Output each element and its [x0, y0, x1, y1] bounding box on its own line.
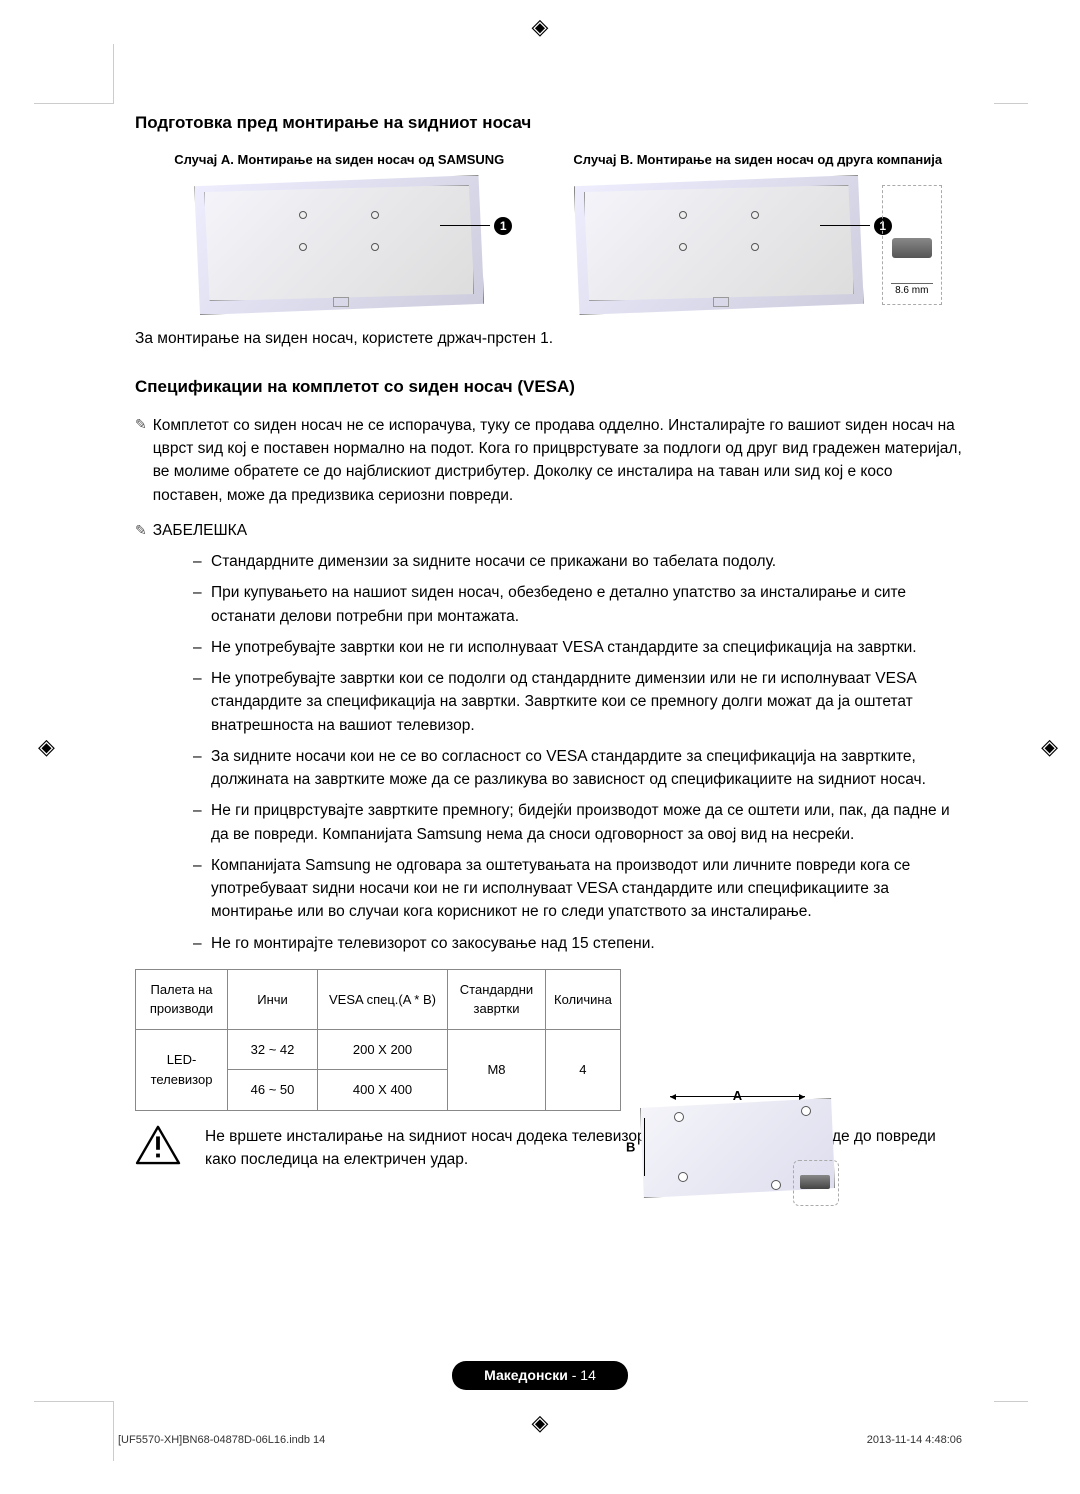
callout-number: 1 [494, 217, 512, 235]
case-row: Случај А. Монтирање на ѕиден носач од SA… [135, 150, 962, 316]
bracket-dimension: 8.6 mm [883, 283, 941, 298]
note-list-item: Компанијата Samsung не одговара за оштет… [193, 854, 962, 924]
note-heading: ✎ ЗАБЕЛЕШКА [135, 519, 962, 542]
case-a: Случај А. Монтирање на ѕиден носач од SA… [135, 150, 544, 316]
warning-icon [135, 1125, 181, 1173]
footer-language: Македонски [484, 1367, 568, 1383]
th-vesa: VESA спец.(A * B) [318, 969, 448, 1029]
th-qty: Количина [546, 969, 621, 1029]
vesa-spec-table: Палета на производи Инчи VESA спец.(A * … [135, 969, 621, 1111]
case-b-title: Случај B. Монтирање на ѕиден носач од др… [554, 150, 963, 170]
note-icon: ✎ [135, 520, 147, 541]
td-qty: 4 [546, 1029, 621, 1110]
vesa-dimension-diagram: A B [630, 1082, 845, 1212]
th-product: Палета на производи [136, 969, 228, 1029]
lead-paragraph: За монтирање на ѕиден носач, користете д… [135, 327, 962, 350]
print-file: [UF5570-XH]BN68-04878D-06L16.indb 14 [118, 1432, 325, 1449]
page-footer: Македонски - 14 [0, 1361, 1080, 1390]
note-list: Стандардните димензии за ѕидните носачи … [193, 550, 962, 955]
note-label: ЗАБЕЛЕШКА [153, 519, 247, 542]
note-list-item: Не го монтирајте телевизорот со закосува… [193, 932, 962, 955]
dim-label-b: B [626, 1137, 635, 1157]
section-title-preparation: Подготовка пред монтирање на ѕидниот нос… [135, 110, 962, 136]
td-screw: M8 [448, 1029, 546, 1110]
tv-illustration-b: 1 [574, 175, 864, 315]
td-product: LED-телевизор [136, 1029, 228, 1110]
footer-page-number: 14 [580, 1367, 596, 1383]
case-a-title: Случај А. Монтирање на ѕиден носач од SA… [135, 150, 544, 170]
page: Подготовка пред монтирање на ѕидниот нос… [0, 0, 1080, 1494]
spec-paragraph-text: Комплетот со ѕиден носач не се испорачув… [153, 414, 962, 507]
print-metadata: [UF5570-XH]BN68-04878D-06L16.indb 14 201… [118, 1432, 962, 1449]
tv-illustration-a: 1 [194, 175, 484, 315]
note-list-item: Не ги прицврстувајте завртките премногу;… [193, 799, 962, 846]
note-list-item: Стандардните димензии за ѕидните носачи … [193, 550, 962, 573]
note-list-item: Не употребувајте завртки кои не ги испол… [193, 636, 962, 659]
td-inches: 32 ~ 42 [228, 1029, 318, 1070]
td-vesa: 400 X 400 [318, 1070, 448, 1111]
note-list-item: За ѕидните носачи кои не се во согласнос… [193, 745, 962, 792]
note-list-item: При купувањето на нашиот ѕиден носач, об… [193, 581, 962, 628]
section-title-vesa: Спецификации на комплетот со ѕиден носач… [135, 374, 962, 400]
note-icon: ✎ [135, 414, 147, 507]
warning-text: Не вршете инсталирање на ѕидниот носач д… [205, 1125, 962, 1172]
screw-icon [793, 1160, 839, 1206]
note-list-item: Не употребувајте завртки кои се подолги … [193, 667, 962, 737]
td-vesa: 200 X 200 [318, 1029, 448, 1070]
th-screw: Стандардни завртки [448, 969, 546, 1029]
case-b: Случај B. Монтирање на ѕиден носач од др… [554, 150, 963, 316]
spec-paragraph: ✎ Комплетот со ѕиден носач не се испорач… [135, 414, 962, 507]
th-inches: Инчи [228, 969, 318, 1029]
third-party-bracket: 8.6 mm [882, 185, 942, 305]
td-inches: 46 ~ 50 [228, 1070, 318, 1111]
print-date: 2013-11-14 4:48:06 [867, 1432, 962, 1449]
